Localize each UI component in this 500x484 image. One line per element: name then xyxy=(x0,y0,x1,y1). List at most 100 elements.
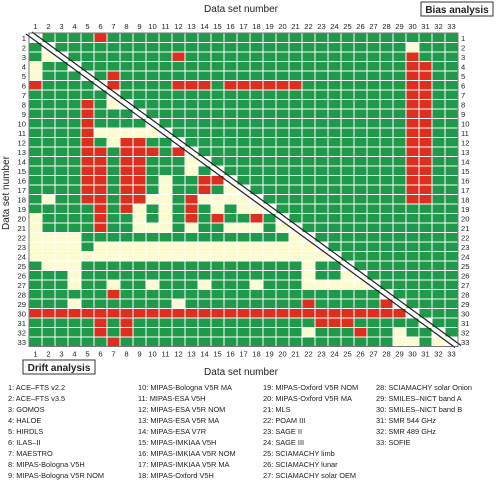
matrix-cell-17-25 xyxy=(341,185,354,194)
matrix-cell-27-22 xyxy=(302,280,315,289)
matrix-cell-13-19 xyxy=(263,147,276,156)
matrix-cell-22-17 xyxy=(237,233,250,242)
matrix-cell-9-1 xyxy=(29,109,42,118)
matrix-cell-27-20 xyxy=(276,280,289,289)
matrix-cell-25-30 xyxy=(406,261,419,270)
matrix-cell-3-7 xyxy=(107,52,120,61)
matrix-cell-19-31 xyxy=(419,204,432,213)
matrix-cell-20-10 xyxy=(146,214,159,223)
matrix-cell-23-25 xyxy=(341,242,354,251)
legend-item: 11: MIPAS-ESA V5H xyxy=(138,394,206,403)
matrix-cell-11-16 xyxy=(224,128,237,137)
matrix-cell-33-31 xyxy=(419,337,432,346)
matrix-cell-22-19 xyxy=(263,233,276,242)
matrix-cell-29-33 xyxy=(445,299,458,308)
matrix-cell-11-22 xyxy=(302,128,315,137)
matrix-cell-5-14 xyxy=(198,71,211,80)
matrix-cell-8-25 xyxy=(341,100,354,109)
matrix-cell-14-33 xyxy=(445,157,458,166)
matrix-cell-18-3 xyxy=(55,195,68,204)
matrix-cell-18-9 xyxy=(133,195,146,204)
matrix-cell-6-2 xyxy=(42,81,55,90)
right-tick-label: 5 xyxy=(461,72,465,81)
right-tick-label: 32 xyxy=(461,328,469,337)
matrix-cell-2-12 xyxy=(172,43,185,52)
matrix-cell-30-20 xyxy=(276,309,289,318)
matrix-cell-9-20 xyxy=(276,109,289,118)
matrix-cell-4-16 xyxy=(224,62,237,71)
matrix-cell-30-14 xyxy=(198,309,211,318)
matrix-cell-15-27 xyxy=(367,166,380,175)
matrix-cell-12-20 xyxy=(276,138,289,147)
top-tick-label: 1 xyxy=(33,22,37,31)
matrix-cell-6-19 xyxy=(263,81,276,90)
left-tick-label: 19 xyxy=(18,205,26,214)
matrix-cell-24-1 xyxy=(29,252,42,261)
matrix-cell-28-6 xyxy=(94,290,107,299)
matrix-cell-33-7 xyxy=(107,337,120,346)
matrix-cell-18-26 xyxy=(354,195,367,204)
matrix-cell-26-9 xyxy=(133,271,146,280)
matrix-cell-20-9 xyxy=(133,214,146,223)
matrix-cell-21-22 xyxy=(302,223,315,232)
matrix-cell-32-21 xyxy=(289,328,302,337)
matrix-cell-15-8 xyxy=(120,166,133,175)
matrix-cell-27-30 xyxy=(406,280,419,289)
legend-item: 31: SMR 544 GHz xyxy=(376,416,436,425)
matrix-cell-31-11 xyxy=(159,318,172,327)
matrix-cell-7-6 xyxy=(94,90,107,99)
matrix-cell-9-19 xyxy=(263,109,276,118)
matrix-cell-7-32 xyxy=(432,90,445,99)
matrix-cell-2-29 xyxy=(393,43,406,52)
matrix-cell-1-23 xyxy=(315,33,328,42)
matrix-cell-31-9 xyxy=(133,318,146,327)
matrix-cell-27-17 xyxy=(237,280,250,289)
left-tick-label: 23 xyxy=(18,243,26,252)
matrix-cell-25-22 xyxy=(302,261,315,270)
matrix-cell-6-7 xyxy=(107,81,120,90)
top-tick-label: 11 xyxy=(162,22,170,31)
matrix-cell-29-22 xyxy=(302,299,315,308)
matrix-cell-28-23 xyxy=(315,290,328,299)
matrix-cell-10-11 xyxy=(159,119,172,128)
matrix-cell-27-14 xyxy=(198,280,211,289)
legend-column: 28: SCIAMACHY solar Onion 29: SMILES–NICT… xyxy=(376,382,472,448)
matrix-cell-16-22 xyxy=(302,176,315,185)
matrix-cell-26-28 xyxy=(380,271,393,280)
matrix-cell-2-23 xyxy=(315,43,328,52)
right-tick-label: 13 xyxy=(461,148,469,157)
matrix-cell-8-33 xyxy=(445,100,458,109)
matrix-cell-7-4 xyxy=(68,90,81,99)
matrix-cell-4-14 xyxy=(198,62,211,71)
matrix-cell-5-28 xyxy=(380,71,393,80)
matrix-cell-20-22 xyxy=(302,214,315,223)
matrix-cell-19-15 xyxy=(211,204,224,213)
matrix-cell-1-28 xyxy=(380,33,393,42)
matrix-cell-33-17 xyxy=(237,337,250,346)
matrix-cell-30-2 xyxy=(42,309,55,318)
left-tick-labels: 1234567891011121314151617181920212223242… xyxy=(18,34,26,347)
matrix-cell-21-17 xyxy=(237,223,250,232)
matrix-cell-17-15 xyxy=(211,185,224,194)
matrix-cell-11-3 xyxy=(55,128,68,137)
matrix-cell-11-15 xyxy=(211,128,224,137)
matrix-cell-27-5 xyxy=(81,280,94,289)
matrix-cell-3-6 xyxy=(94,52,107,61)
matrix-cell-20-13 xyxy=(185,214,198,223)
matrix-cell-20-7 xyxy=(107,214,120,223)
matrix-cell-11-21 xyxy=(289,128,302,137)
diagonal-cell xyxy=(380,289,393,299)
matrix-cell-26-12 xyxy=(172,271,185,280)
matrix-cell-15-23 xyxy=(315,166,328,175)
matrix-cell-13-7 xyxy=(107,147,120,156)
matrix-cell-32-30 xyxy=(406,328,419,337)
matrix-cell-14-16 xyxy=(224,157,237,166)
bottom-tick-label: 23 xyxy=(317,350,325,359)
matrix-cell-8-20 xyxy=(276,100,289,109)
matrix-cell-23-6 xyxy=(94,242,107,251)
matrix-cell-29-30 xyxy=(406,299,419,308)
matrix-cell-9-24 xyxy=(328,109,341,118)
matrix-cell-29-21 xyxy=(289,299,302,308)
matrix-cell-15-7 xyxy=(107,166,120,175)
diagonal-cell xyxy=(68,61,81,71)
